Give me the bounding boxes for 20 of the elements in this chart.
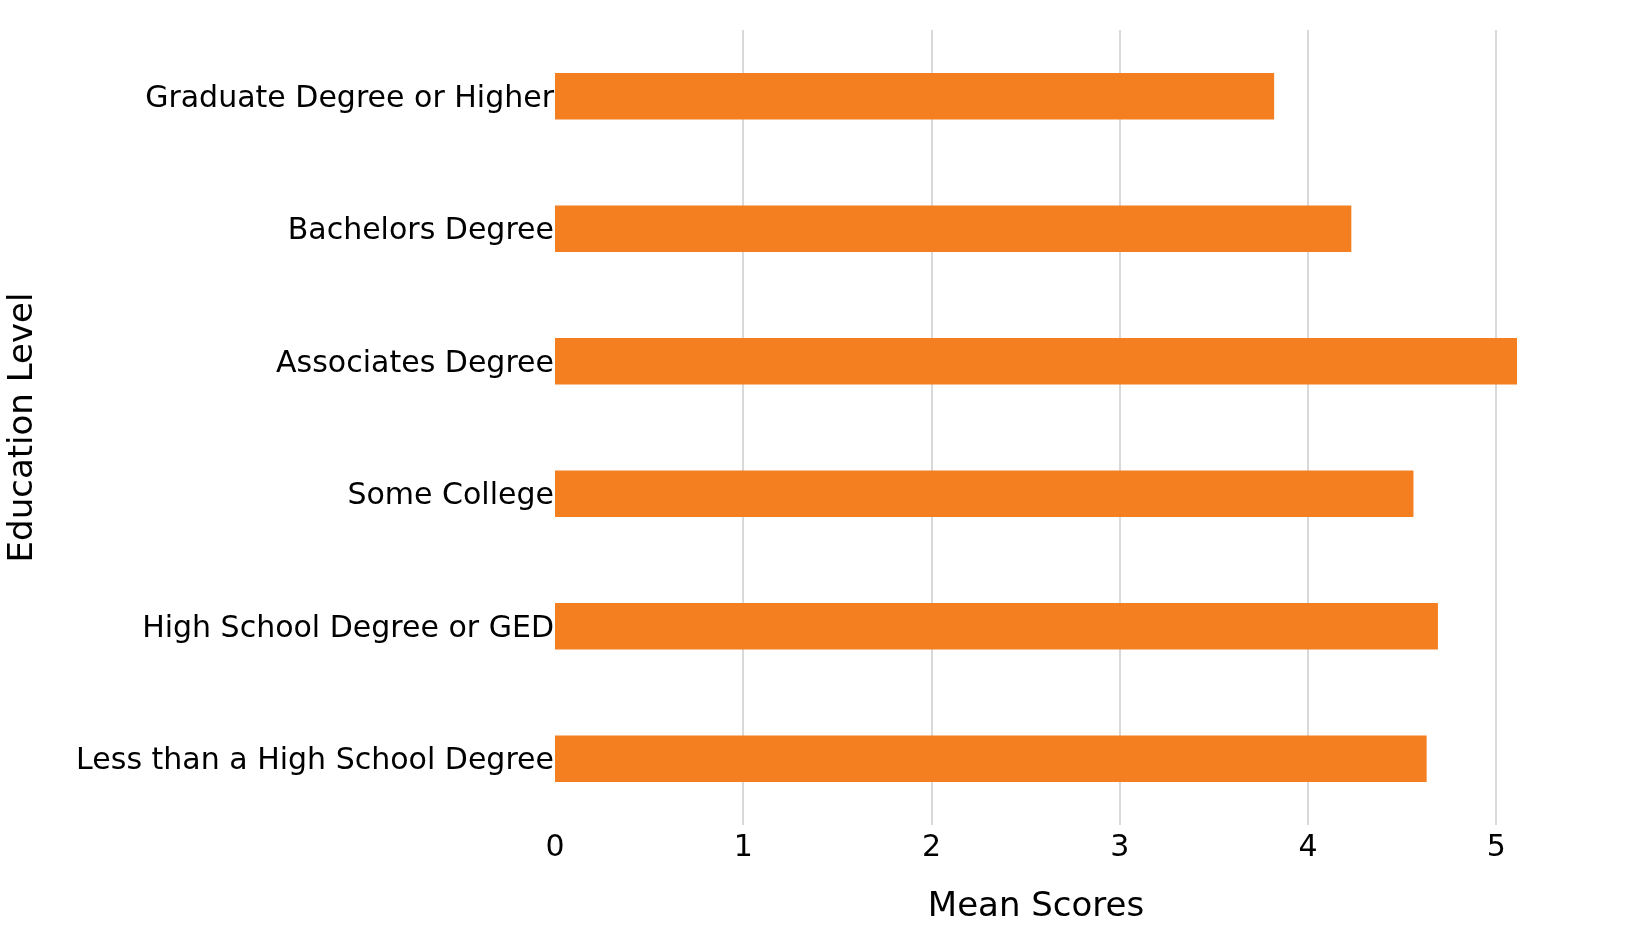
x-tick-label: 3 <box>1110 828 1130 863</box>
bar <box>555 470 1414 517</box>
bar <box>555 603 1438 650</box>
y-tick-label: Some College <box>347 476 554 512</box>
x-tick-label: 4 <box>1298 828 1318 863</box>
bar <box>555 73 1275 120</box>
y-axis-title: Education Level <box>0 292 40 563</box>
x-tick-label: 2 <box>921 828 942 863</box>
y-tick-label: High School Degree or GED <box>142 608 554 644</box>
x-tick-label: 1 <box>733 828 753 863</box>
bar <box>555 735 1427 782</box>
x-tick-label: 0 <box>545 828 565 863</box>
y-tick-label: Associates Degree <box>276 343 554 379</box>
x-axis-title: Mean Scores <box>927 884 1145 925</box>
y-tick-label: Bachelors Degree <box>287 211 554 247</box>
y-tick-label: Less than a High School Degree <box>76 741 554 777</box>
bar <box>555 338 1517 385</box>
bar <box>555 205 1352 252</box>
y-tick-label: Graduate Degree or Higher <box>145 78 555 114</box>
x-tick-label: 5 <box>1486 828 1506 863</box>
